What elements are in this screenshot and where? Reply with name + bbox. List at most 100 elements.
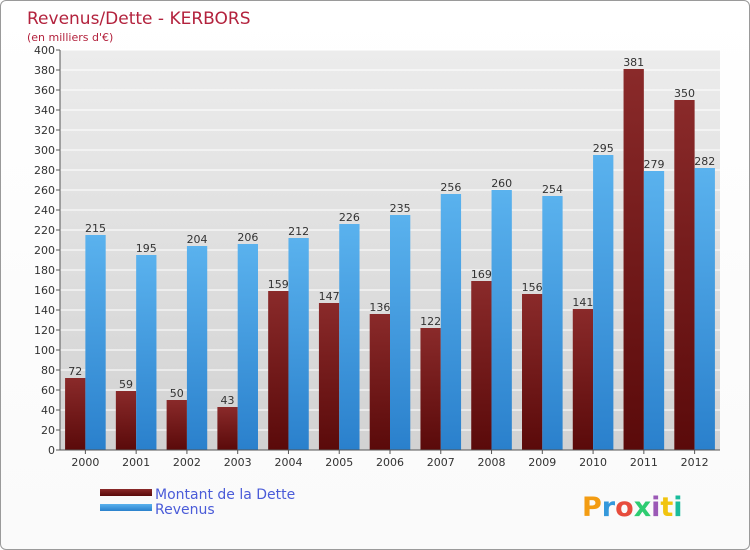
legend: Montant de la Dette Revenus [100, 487, 295, 518]
x-tick-label: 2004 [274, 456, 302, 469]
data-label: 195 [136, 242, 157, 255]
x-tick-label: 2010 [579, 456, 607, 469]
data-label: 256 [440, 181, 461, 194]
logo-text: Proxiti [582, 492, 683, 523]
bar-revenus [186, 246, 208, 450]
y-tick-label: 280 [34, 164, 55, 177]
bar-revenus [542, 196, 563, 450]
bar-revenus [694, 168, 715, 450]
data-label: 156 [522, 281, 543, 294]
bar-revenus [85, 235, 106, 450]
data-label: 235 [390, 202, 411, 215]
data-label: 350 [674, 87, 695, 100]
x-tick-label: 2012 [681, 456, 709, 469]
bar-dette [115, 391, 137, 450]
y-tick-label: 140 [34, 304, 55, 317]
bar-dette [674, 100, 695, 450]
y-tick-label: 20 [41, 424, 55, 437]
y-axis: 0 20 40 60 80 100 120 140 160 180 200 220 240 260 280 3… [34, 44, 60, 457]
bar-revenus [491, 190, 512, 450]
y-tick-label: 380 [34, 64, 55, 77]
x-tick-label: 2011 [630, 456, 658, 469]
bar-revenus [288, 238, 309, 450]
bar-dette [166, 400, 187, 450]
y-tick-label: 220 [34, 224, 55, 237]
data-label: 72 [68, 365, 82, 378]
chart-title: Revenus/Dette - KERBORS [27, 9, 251, 29]
data-label: 50 [170, 387, 184, 400]
x-tick-label: 2000 [71, 456, 99, 469]
x-tick-label: 2002 [173, 456, 201, 469]
data-label: 254 [542, 183, 563, 196]
chart-subtitle: (en milliers d'€) [27, 31, 113, 44]
bars [65, 69, 715, 450]
data-label: 260 [491, 177, 512, 190]
bar-dette [369, 314, 390, 450]
legend-label-debt: Montant de la Dette [155, 487, 295, 503]
legend-swatch-debt [100, 489, 152, 496]
bar-revenus [237, 244, 258, 450]
data-label: 226 [339, 211, 360, 224]
legend-swatch-revenus [100, 504, 152, 511]
bar-dette [420, 328, 441, 450]
data-label: 215 [85, 222, 106, 235]
y-tick-label: 80 [41, 364, 55, 377]
bar-dette [572, 309, 594, 450]
bar-revenus [339, 224, 360, 450]
y-tick-label: 340 [34, 104, 55, 117]
bar-dette [217, 407, 238, 450]
y-tick-label: 120 [34, 324, 55, 337]
data-label: 136 [369, 301, 390, 314]
proxiti-logo: Proxiti [582, 492, 683, 523]
data-label: 381 [623, 56, 644, 69]
y-tick-label: 40 [41, 404, 55, 417]
y-tick-label: 100 [34, 344, 55, 357]
data-label: 147 [319, 290, 340, 303]
x-tick-label: 2003 [224, 456, 252, 469]
data-label: 204 [187, 233, 208, 246]
data-labels: 72 215 59 195 50 204 43 206 159 212 147 226 136 235 12… [68, 56, 715, 407]
y-tick-label: 260 [34, 184, 55, 197]
y-tick-label: 180 [34, 264, 55, 277]
y-tick-label: 240 [34, 204, 55, 217]
y-tick-label: 360 [34, 84, 55, 97]
bar-dette [623, 69, 644, 450]
data-label: 282 [694, 155, 715, 168]
bar-revenus [136, 255, 157, 450]
x-tick-label: 2008 [478, 456, 506, 469]
x-tick-label: 2005 [325, 456, 353, 469]
x-axis: 2000 2001 2002 2003 2004 2005 2006 2007 2008 2009… [71, 450, 709, 469]
data-label: 122 [420, 315, 441, 328]
y-tick-label: 0 [48, 444, 55, 457]
data-label: 159 [268, 278, 289, 291]
bar-revenus [643, 171, 665, 450]
data-label: 141 [572, 296, 593, 309]
legend-label-revenus: Revenus [155, 502, 215, 518]
x-tick-label: 2006 [376, 456, 404, 469]
bar-revenus [440, 194, 462, 450]
bar-revenus [390, 215, 411, 450]
data-label: 169 [471, 268, 492, 281]
y-tick-label: 300 [34, 144, 55, 157]
y-tick-label: 400 [34, 44, 55, 57]
y-tick-label: 60 [41, 384, 55, 397]
data-label: 206 [237, 231, 258, 244]
bar-dette [268, 291, 289, 450]
y-tick-label: 160 [34, 284, 55, 297]
y-tick-label: 320 [34, 124, 55, 137]
x-tick-label: 2009 [528, 456, 556, 469]
x-tick-label: 2001 [122, 456, 150, 469]
bar-dette [65, 378, 86, 450]
data-label: 59 [119, 378, 133, 391]
data-label: 295 [593, 142, 614, 155]
data-label: 279 [643, 158, 664, 171]
bar-dette [471, 281, 492, 450]
data-label: 43 [221, 394, 235, 407]
bar-dette [318, 303, 340, 450]
data-label: 212 [288, 225, 309, 238]
x-tick-label: 2007 [427, 456, 455, 469]
bar-dette [522, 294, 543, 450]
y-tick-label: 200 [34, 244, 55, 257]
bar-revenus [593, 155, 614, 450]
